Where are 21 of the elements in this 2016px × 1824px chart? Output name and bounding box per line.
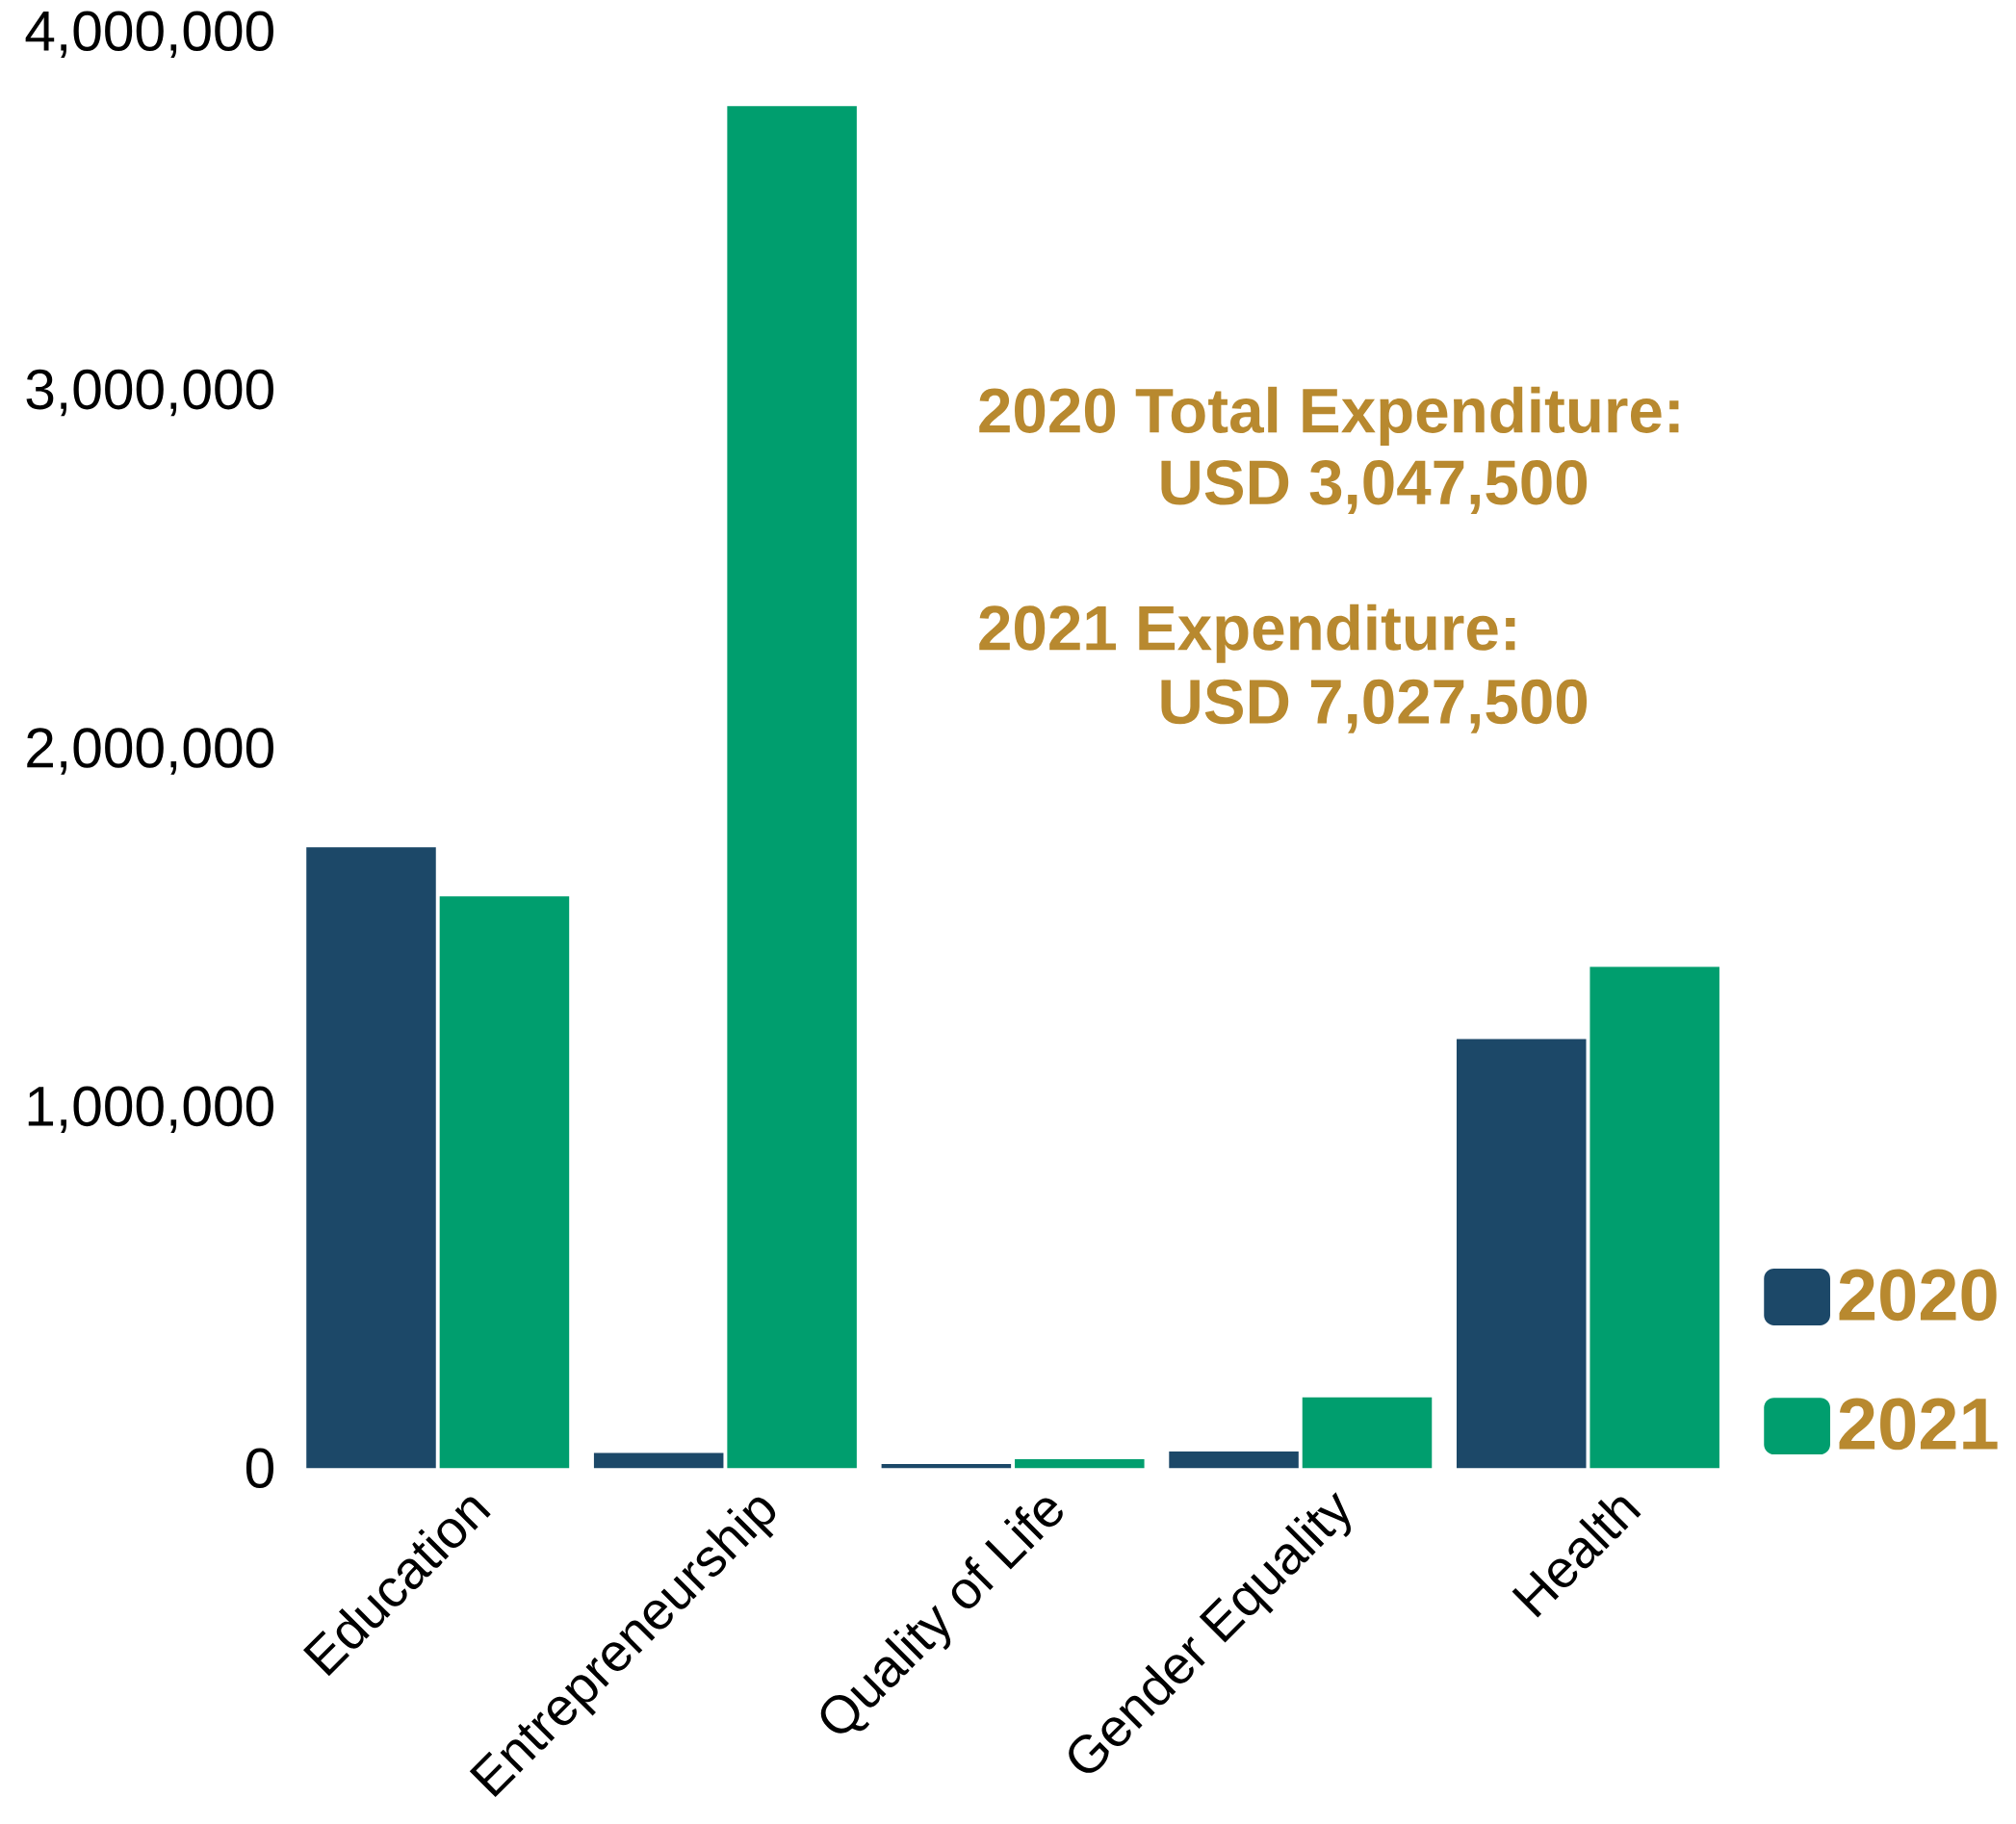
bar	[439, 896, 570, 1469]
annotation: USD 7,027,500	[1161, 679, 1588, 733]
bar	[1015, 1458, 1145, 1469]
bar	[881, 1463, 1012, 1469]
y-tick-label: 2,000,000	[27, 728, 273, 775]
annotation: 2020 Total Expenditure:	[979, 386, 1679, 446]
y-tick-label: 1,000,000	[28, 1086, 273, 1133]
bar	[593, 1452, 724, 1469]
bar	[1456, 1039, 1587, 1469]
bar	[1590, 966, 1719, 1469]
legend-label: 2020	[1839, 1269, 1997, 1321]
y-tick-label: 3,000,000	[26, 369, 273, 417]
annotation: USD 3,047,500	[1161, 459, 1588, 514]
y-tick-label: 0	[246, 1448, 274, 1488]
bar	[727, 105, 857, 1469]
annotation: 2021 Expenditure:	[979, 604, 1515, 663]
y-tick-label: 4,000,000	[25, 11, 273, 58]
bar	[1169, 1451, 1299, 1469]
bar	[1302, 1397, 1433, 1469]
legend-label: 2021	[1839, 1398, 1998, 1451]
bar	[306, 847, 436, 1469]
